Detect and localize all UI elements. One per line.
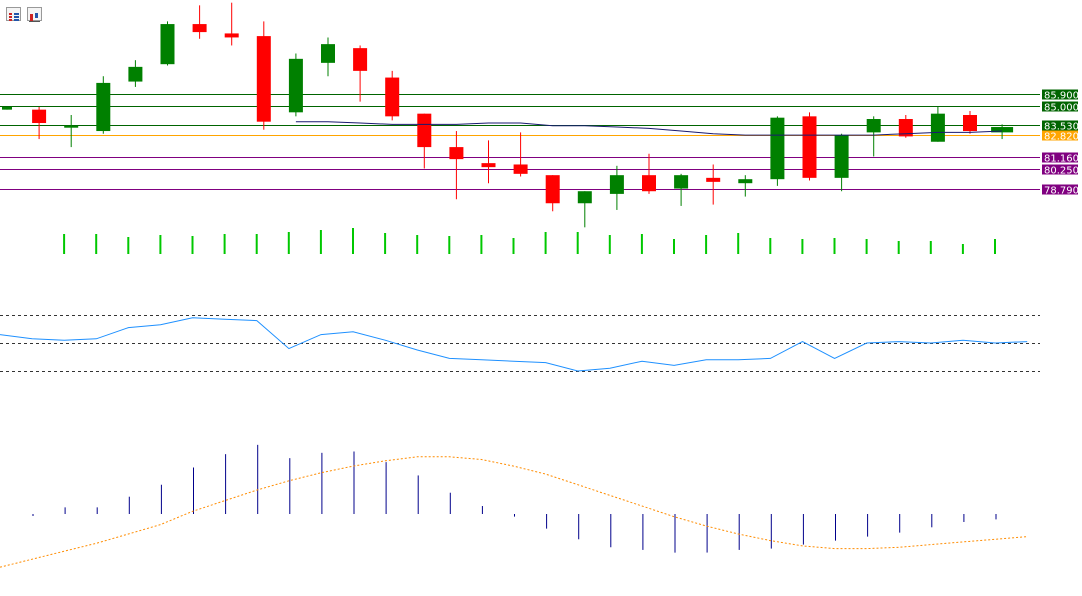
candle-bear	[545, 175, 560, 204]
histogram-signal-line	[0, 456, 1028, 568]
volume-panel	[63, 228, 996, 254]
level-label-bg	[1042, 89, 1078, 100]
level-label-text: 85.900	[1044, 91, 1079, 102]
candle-bear	[192, 24, 207, 33]
level-label-bg	[1042, 184, 1078, 195]
candle-bull	[128, 66, 143, 82]
candle-bear	[256, 36, 271, 122]
candle-bull	[96, 82, 111, 132]
candle-bear	[353, 48, 368, 71]
histogram-panel	[0, 444, 1028, 568]
candle-bull	[866, 119, 881, 133]
candle-bear	[513, 164, 528, 174]
candle-bear	[224, 33, 239, 38]
candle-bear	[963, 115, 977, 132]
candle-bull	[770, 117, 785, 180]
level-label-bg	[1042, 164, 1078, 175]
candle-bull	[674, 175, 689, 189]
candle-bull	[321, 44, 335, 63]
candle-bull	[991, 127, 1014, 133]
candle-bear	[32, 109, 47, 124]
chart-properties-icon[interactable]	[27, 7, 42, 22]
candle-bear	[802, 116, 817, 178]
candle-bear	[706, 177, 721, 182]
level-label: 85.900	[1042, 89, 1079, 102]
chart-list-icon[interactable]	[6, 7, 21, 21]
level-label: 82.820	[1042, 130, 1079, 143]
moving-average-line	[295, 121, 1003, 136]
level-label-text: 80.250	[1044, 166, 1079, 177]
candle-bull	[930, 113, 945, 142]
level-label: 78.790	[1042, 184, 1079, 197]
level-label: 85.000	[1042, 101, 1079, 114]
oscillator-line	[0, 317, 1028, 372]
candle-bear	[385, 77, 400, 117]
candle-bull	[64, 125, 79, 128]
level-label-text: 85.000	[1044, 103, 1079, 114]
candle-bull	[609, 175, 624, 194]
oscillator-panel	[0, 315, 1040, 372]
level-label-bg	[1042, 130, 1078, 141]
level-label: 80.250	[1042, 164, 1079, 177]
candle-bull	[834, 135, 849, 178]
candle-bull	[160, 24, 175, 65]
level-label-text: 82.820	[1044, 132, 1079, 143]
level-label: 83.530	[1042, 120, 1079, 133]
candle-bull	[738, 179, 753, 184]
candle-bear	[417, 113, 432, 148]
candle-bear	[449, 147, 464, 160]
level-label-bg	[1042, 152, 1078, 163]
level-label-bg	[1042, 120, 1078, 131]
candle-bull	[577, 191, 592, 204]
level-label: 81.160	[1042, 152, 1079, 165]
candle-bull	[2, 106, 12, 110]
level-label-bg	[1042, 101, 1078, 112]
level-label-text: 83.530	[1044, 122, 1079, 133]
candle-bear	[642, 175, 656, 192]
level-label-text: 81.160	[1044, 154, 1079, 165]
candle-bear	[481, 163, 496, 168]
level-label-text: 78.790	[1044, 186, 1079, 197]
candle-bull	[288, 58, 303, 113]
candle-bear	[898, 119, 913, 137]
